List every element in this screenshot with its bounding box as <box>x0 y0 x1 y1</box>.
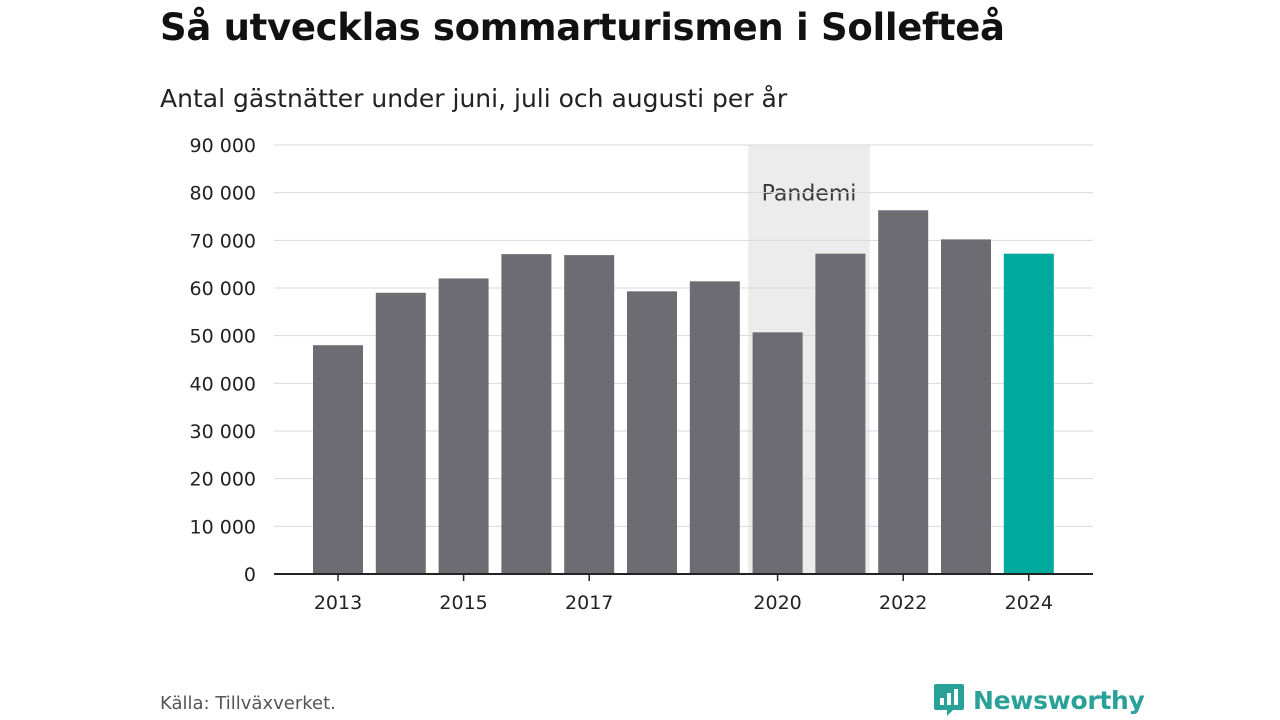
pandemic-band-label: Pandemi <box>762 182 857 207</box>
bar-2017 <box>564 255 615 575</box>
y-tick-label: 50 000 <box>190 326 256 348</box>
x-tick-label: 2022 <box>879 592 927 614</box>
bar-2013 <box>313 345 363 574</box>
x-tick-label: 2013 <box>314 592 362 614</box>
y-tick-label: 70 000 <box>190 230 256 252</box>
y-tick-label: 0 <box>244 564 256 586</box>
bar-2023 <box>941 239 991 574</box>
x-tick-label: 2024 <box>1005 592 1053 614</box>
source-note: Källa: Tillväxverket. <box>160 693 336 714</box>
y-tick-label: 90 000 <box>190 135 256 157</box>
x-tick-label: 2020 <box>753 592 801 614</box>
bar-2015 <box>438 278 489 574</box>
bar-2022 <box>878 210 929 574</box>
chart-subtitle: Antal gästnätter under juni, juli och au… <box>160 84 788 113</box>
x-tick-label: 2015 <box>439 592 487 614</box>
y-tick-label: 80 000 <box>190 183 256 205</box>
y-tick-label: 20 000 <box>190 469 256 491</box>
bar-2016 <box>501 254 552 574</box>
bar-2019 <box>689 281 740 574</box>
brand-logo: Newsworthy <box>933 683 1145 717</box>
bar-2024 <box>1003 253 1054 574</box>
y-tick-label: 10 000 <box>190 516 256 538</box>
chart-title: Så utvecklas sommarturismen i Sollefteå <box>160 6 1005 49</box>
newsworthy-logo-icon <box>934 684 964 716</box>
bar-2020 <box>752 332 803 574</box>
y-tick-label: 40 000 <box>190 373 256 395</box>
bar-2018 <box>627 291 677 574</box>
y-tick-label: 60 000 <box>190 278 256 300</box>
brand-name: Newsworthy <box>973 685 1145 715</box>
bars <box>313 210 1054 575</box>
y-tick-label: 30 000 <box>190 421 256 443</box>
axes: 2013 2015 2017 2020 2022 2024 <box>274 573 1093 614</box>
bar-2021 <box>815 253 866 574</box>
bar-2014 <box>375 292 426 574</box>
x-tick-label: 2017 <box>565 592 613 614</box>
